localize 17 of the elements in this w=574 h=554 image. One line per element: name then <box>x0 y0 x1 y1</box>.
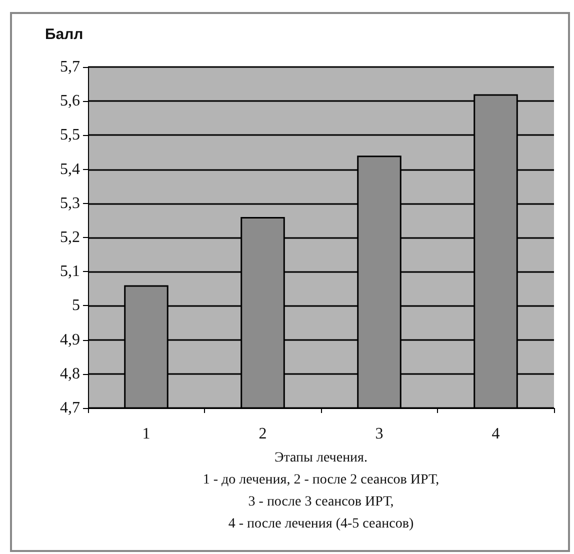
x-tick-label: 4 <box>492 426 500 442</box>
y-tick-label: 5 <box>72 297 80 314</box>
x-tick-label: 1 <box>142 426 150 442</box>
x-tick-label: 2 <box>258 426 267 442</box>
y-tick-label: 4,9 <box>60 331 80 348</box>
x-tick-label: 3 <box>375 426 384 442</box>
y-tick-label: 5,6 <box>60 92 80 110</box>
y-tick-label: 5,7 <box>60 58 80 76</box>
y-tick-label: 5,4 <box>60 160 80 178</box>
y-tick-label: 5,1 <box>60 263 80 280</box>
x-axis-title: Этапы лечения. 1 - до лечения, 2 - после 2 сеансов ИРТ, 3 - после 3 сеансов ИРТ, 4 - после лечения (4-5 сеансов) <box>202 450 440 532</box>
y-tick-label: 5,3 <box>60 194 80 212</box>
y-axis-title: Балл <box>45 26 84 43</box>
y-tick-label: 4,8 <box>60 365 80 382</box>
y-tick-label: 5,5 <box>60 126 80 144</box>
y-tick-label: 5,2 <box>60 229 80 246</box>
y-tick-label: 4,7 <box>60 400 80 416</box>
